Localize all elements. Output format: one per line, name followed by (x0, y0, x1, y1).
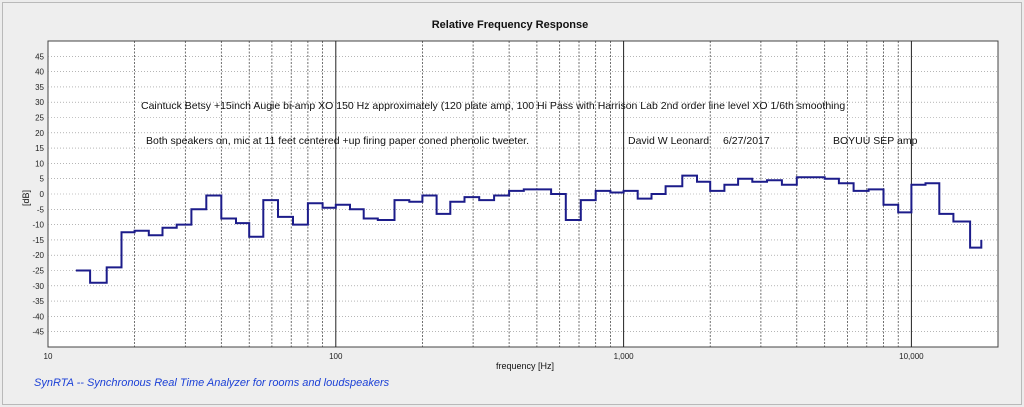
annotation-mic-setup: Both speakers on, mic at 11 feet centere… (146, 135, 529, 147)
y-tick-label: 25 (35, 114, 44, 123)
y-tick-label: -35 (32, 297, 44, 306)
y-tick-label: 15 (35, 144, 44, 153)
y-tick-label: -15 (32, 236, 44, 245)
y-tick-label: 0 (40, 190, 45, 199)
y-tick-label: -30 (32, 282, 44, 291)
y-axis-label: [dB] (21, 190, 31, 206)
y-tick-label: -40 (32, 312, 44, 321)
y-tick-label: 35 (35, 83, 44, 92)
y-tick-label: -25 (32, 267, 44, 276)
chart-title: Relative Frequency Response (432, 19, 589, 31)
y-tick-label: 10 (35, 159, 44, 168)
y-tick-label: 30 (35, 98, 44, 107)
y-tick-label: 5 (40, 175, 45, 184)
x-tick-label: 10 (44, 352, 53, 361)
annotation-crossover: Caintuck Betsy +15inch Augie bi-amp XO 1… (141, 100, 845, 112)
x-tick-label: 100 (329, 352, 343, 361)
y-tick-label: -10 (32, 221, 44, 230)
annotation-date: 6/27/2017 (723, 135, 770, 147)
x-tick-label: 10,000 (899, 352, 924, 361)
frequency-response-chart: Relative Frequency Response [dB] frequen… (21, 19, 999, 371)
y-tick-label: 45 (35, 52, 44, 61)
annotation-author: David W Leonard (628, 135, 709, 147)
y-tick-label: 40 (35, 68, 44, 77)
series-line (75, 174, 983, 284)
annotation-amp: BOYUU SEP amp (833, 135, 918, 147)
x-axis-label: frequency [Hz] (496, 361, 554, 371)
y-tick-label: 20 (35, 129, 44, 138)
footer-caption: SynRTA -- Synchronous Real Time Analyzer… (34, 377, 390, 389)
y-tick-label: -5 (37, 205, 45, 214)
y-tick-label: -45 (32, 328, 44, 337)
y-tick-label: -20 (32, 251, 44, 260)
x-tick-label: 1,000 (614, 352, 635, 361)
